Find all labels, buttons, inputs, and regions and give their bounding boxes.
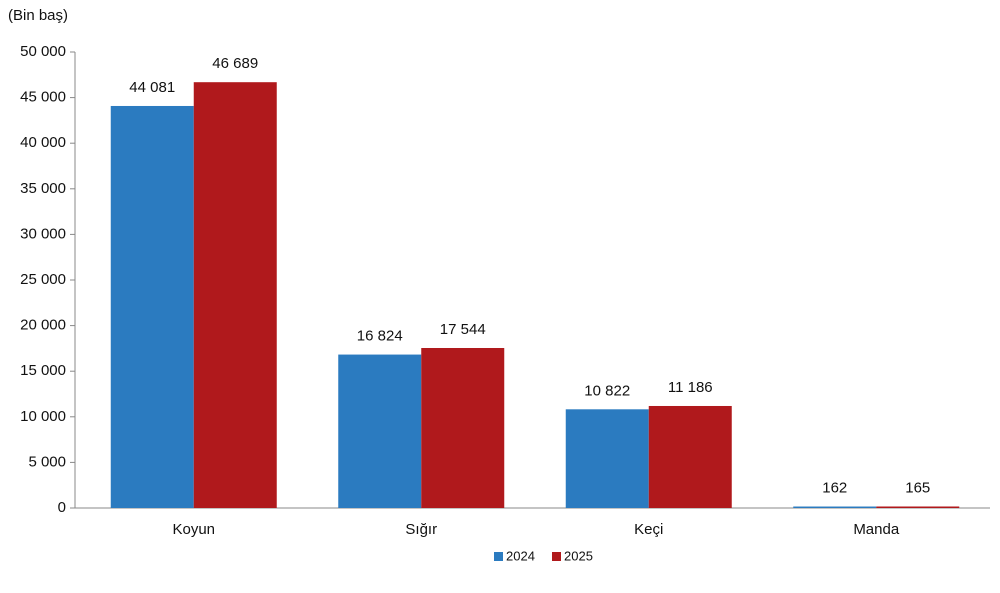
y-tick-label: 50 000 <box>20 43 66 60</box>
value-label: 162 <box>822 479 847 496</box>
bar <box>421 347 505 508</box>
y-tick-label: 15 000 <box>20 362 66 379</box>
y-axis-label: (Bin baş) <box>8 7 68 24</box>
bar <box>110 105 194 509</box>
value-label: 11 186 <box>668 379 713 396</box>
value-label: 17 544 <box>440 321 486 338</box>
value-label: 44 081 <box>129 79 175 96</box>
y-tick-label: 5 000 <box>28 453 66 470</box>
legend-swatch <box>494 552 503 561</box>
y-tick-label: 10 000 <box>20 408 66 425</box>
x-tick-label: Sığır <box>405 521 437 538</box>
y-tick-label: 20 000 <box>20 317 66 334</box>
value-label: 165 <box>905 479 930 496</box>
x-tick-label: Manda <box>853 521 900 538</box>
bar <box>793 506 877 508</box>
legend-swatch <box>552 552 561 561</box>
y-tick-label: 45 000 <box>20 89 66 106</box>
value-label: 10 822 <box>584 382 630 399</box>
legend-label: 2025 <box>564 548 593 563</box>
y-tick-label: 30 000 <box>20 225 66 242</box>
bar <box>193 82 277 508</box>
bar <box>565 409 649 508</box>
bar <box>338 354 422 508</box>
bar <box>876 506 960 508</box>
y-tick-label: 25 000 <box>20 271 66 288</box>
y-tick-label: 0 <box>58 499 66 516</box>
y-tick-label: 40 000 <box>20 134 66 151</box>
x-tick-label: Keçi <box>634 521 663 538</box>
value-label: 46 689 <box>212 55 258 72</box>
value-label: 16 824 <box>357 328 403 345</box>
y-tick-label: 35 000 <box>20 180 66 197</box>
x-tick-label: Koyun <box>172 521 215 538</box>
bar <box>648 405 732 508</box>
legend-label: 2024 <box>506 548 535 563</box>
